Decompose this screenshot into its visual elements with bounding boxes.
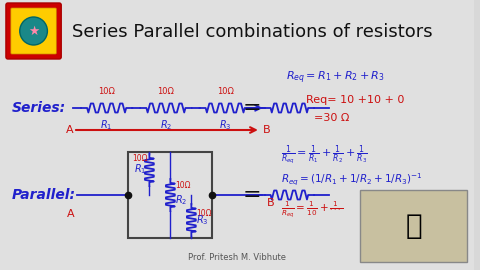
Text: Series Parallel combinations of resistors: Series Parallel combinations of resistor… xyxy=(72,23,432,41)
Text: Prof. Pritesh M. Vibhute: Prof. Pritesh M. Vibhute xyxy=(188,254,286,262)
Text: 10Ω: 10Ω xyxy=(217,87,234,96)
Text: =: = xyxy=(242,98,261,118)
Text: $R_1$: $R_1$ xyxy=(134,162,146,176)
Text: Series:: Series: xyxy=(12,101,66,115)
Circle shape xyxy=(20,17,48,45)
Text: B: B xyxy=(267,198,274,208)
Text: $R_2$: $R_2$ xyxy=(175,193,188,207)
Text: $R_3$: $R_3$ xyxy=(219,118,231,132)
Text: 10Ω: 10Ω xyxy=(132,154,147,163)
Text: $R_3$: $R_3$ xyxy=(196,213,209,227)
Bar xyxy=(128,152,212,238)
Text: Parallel:: Parallel: xyxy=(12,188,76,202)
Text: $R_{eq}=R_1+R_2+R_3$: $R_{eq}=R_1+R_2+R_3$ xyxy=(287,70,385,86)
Text: =: = xyxy=(242,185,261,205)
Text: B: B xyxy=(263,125,270,135)
Text: =30 Ω: =30 Ω xyxy=(314,113,349,123)
Text: 10Ω: 10Ω xyxy=(175,181,191,190)
Text: $R_1$: $R_1$ xyxy=(100,118,113,132)
Text: ★: ★ xyxy=(28,25,39,38)
Text: Req= 10 +10 + 0: Req= 10 +10 + 0 xyxy=(306,95,405,105)
Text: 10Ω: 10Ω xyxy=(196,209,212,218)
Text: $R_2$: $R_2$ xyxy=(160,118,172,132)
FancyBboxPatch shape xyxy=(11,8,56,54)
Text: $R_{eq}=(1/R_1+1/R_2+1/R_3)^{-1}$: $R_{eq}=(1/R_1+1/R_2+1/R_3)^{-1}$ xyxy=(281,172,423,188)
Bar xyxy=(360,190,467,262)
Text: 10Ω: 10Ω xyxy=(157,87,174,96)
Text: A: A xyxy=(65,125,73,135)
Text: $\frac{1}{R_{eq}}=\frac{1}{10}+\frac{1}{...}$: $\frac{1}{R_{eq}}=\frac{1}{10}+\frac{1}{… xyxy=(281,200,344,220)
Text: 👤: 👤 xyxy=(406,212,422,240)
Text: 10Ω: 10Ω xyxy=(98,87,115,96)
Text: $\frac{1}{R_{eq}}=\frac{1}{R_1}+\frac{1}{R_2}+\frac{1}{R_3}$: $\frac{1}{R_{eq}}=\frac{1}{R_1}+\frac{1}… xyxy=(281,143,368,167)
Text: A: A xyxy=(67,209,75,219)
FancyBboxPatch shape xyxy=(6,3,61,59)
